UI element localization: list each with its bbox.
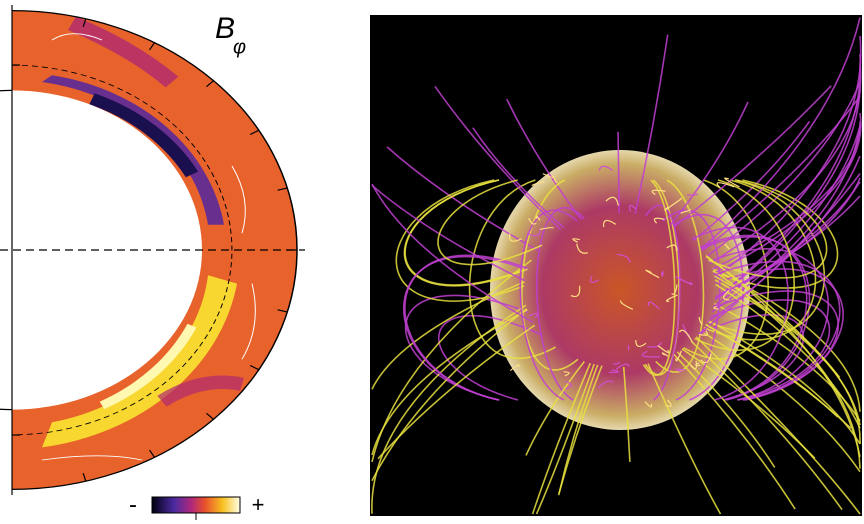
figure-canvas: B φ - + — [0, 0, 864, 524]
field-subscript: φ — [233, 36, 246, 58]
colorbar-max: + — [252, 492, 265, 517]
meridional-slice: B φ — [0, 0, 310, 500]
field-label: B — [215, 12, 235, 45]
figure: B φ - + — [0, 0, 864, 524]
colorbar-min: - — [129, 491, 137, 518]
colorbar: - + — [129, 491, 264, 520]
field-line-render — [370, 15, 862, 516]
